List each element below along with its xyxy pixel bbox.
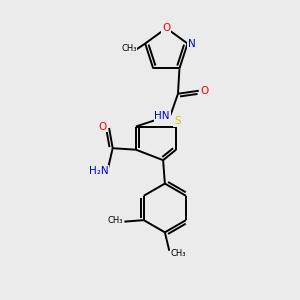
Text: O: O	[200, 86, 208, 96]
Text: N: N	[188, 38, 195, 49]
Text: HN: HN	[154, 111, 170, 121]
Text: CH₃: CH₃	[170, 249, 186, 258]
Text: CH₃: CH₃	[121, 44, 136, 53]
Text: CH₃: CH₃	[107, 216, 123, 225]
Text: S: S	[174, 116, 181, 126]
Text: O: O	[162, 23, 170, 33]
Text: O: O	[98, 122, 107, 131]
Text: H₂N: H₂N	[89, 166, 109, 176]
